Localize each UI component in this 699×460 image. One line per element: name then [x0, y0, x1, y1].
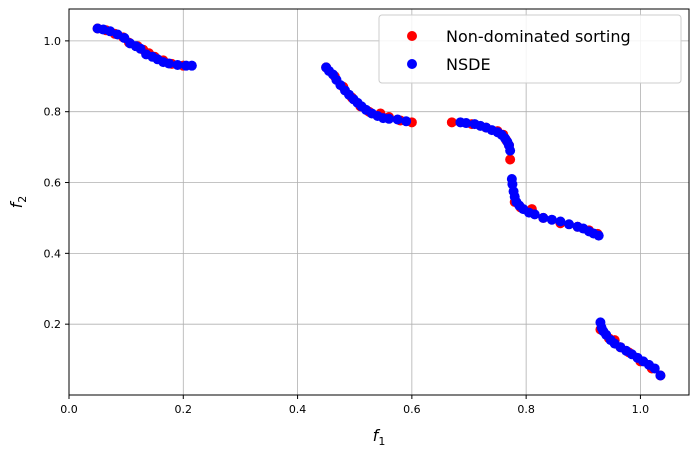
- data-point-nsde: [564, 219, 574, 230]
- x-tick-label: 0.6: [403, 403, 421, 416]
- data-point-nsde: [555, 216, 566, 227]
- data-point-nsde: [384, 113, 394, 124]
- y-tick-label: 0.4: [44, 247, 62, 260]
- x-tick-label: 1.0: [632, 403, 650, 416]
- legend-box: [378, 14, 682, 84]
- x-tick-label: 0.8: [517, 403, 535, 416]
- y-axis-label-main: f: [7, 200, 26, 208]
- legend-label-non-dominated-sorting: Non-dominated sorting: [446, 27, 631, 46]
- data-point-nsde: [529, 209, 540, 220]
- data-point-nsde: [649, 363, 660, 374]
- data-point-nsde: [172, 59, 183, 70]
- y-axis-label-sub: 2: [16, 196, 29, 203]
- data-point-nsde: [593, 230, 604, 241]
- data-point-nsde: [401, 116, 412, 127]
- data-point-nsde: [538, 212, 549, 223]
- legend-marker-non-dominated-sorting: [407, 31, 417, 41]
- data-point-non-dominated-sorting: [505, 154, 516, 165]
- legend-marker-nsde: [407, 59, 417, 69]
- y-tick-label: 0.6: [44, 177, 62, 190]
- x-axis-label-main: f: [373, 426, 381, 445]
- legend: Non-dominated sorting NSDE: [378, 14, 682, 84]
- x-tick-label: 0.2: [175, 403, 193, 416]
- data-point-nsde: [655, 370, 666, 381]
- x-axis-label-sub: 1: [378, 435, 385, 448]
- data-point-nsde: [505, 145, 516, 156]
- data-point-nsde: [461, 118, 472, 129]
- y-tick-label: 0.2: [44, 318, 62, 331]
- data-point-nsde: [186, 60, 197, 71]
- data-point-nsde: [546, 214, 557, 225]
- plot-frame: [68, 8, 690, 396]
- y-tick-label: 1.0: [44, 35, 62, 48]
- ticks-layer: 0.0 0.2 0.4 0.6 0.8 1.0 0.2 0.4 0.6 0.8 1.0: [44, 35, 650, 416]
- data-point-nsde: [164, 58, 174, 69]
- x-tick-label: 0.0: [60, 403, 78, 416]
- data-point-non-dominated-sorting: [446, 117, 457, 128]
- y-axis-label: f2: [7, 196, 29, 209]
- points-layer: [92, 23, 666, 381]
- x-tick-label: 0.4: [289, 403, 307, 416]
- data-point-nsde: [392, 114, 403, 125]
- y-tick-label: 0.8: [44, 106, 62, 119]
- x-axis-label: f1: [373, 426, 386, 448]
- legend-label-nsde: NSDE: [446, 55, 491, 74]
